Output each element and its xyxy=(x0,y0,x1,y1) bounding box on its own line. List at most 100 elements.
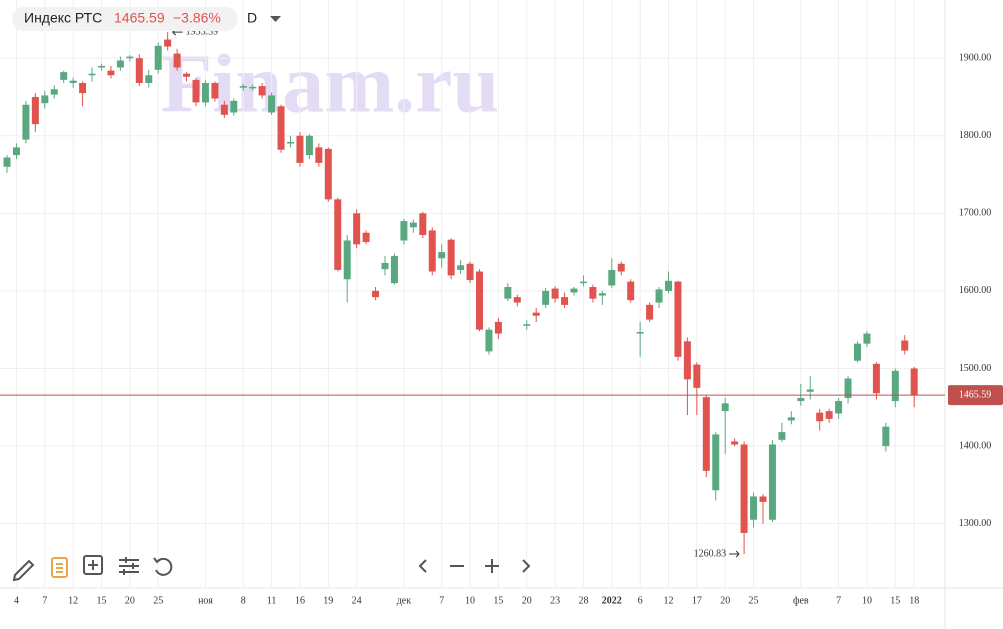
candle-body xyxy=(353,213,361,245)
annotation-label: 1933.59 xyxy=(186,26,219,37)
x-tick-label: 15 xyxy=(890,595,900,606)
candle-body xyxy=(220,104,228,115)
candle-body xyxy=(107,70,115,76)
y-tick-label: 1900.00 xyxy=(959,52,992,63)
candle-body xyxy=(466,263,474,281)
candle-body xyxy=(702,397,710,471)
interval[interactable]: D xyxy=(247,10,257,26)
candle-body xyxy=(665,280,672,291)
candle-body xyxy=(551,288,559,299)
candle-body xyxy=(787,417,795,421)
candle-body xyxy=(561,297,569,305)
candle-body xyxy=(381,262,389,270)
x-tick-label: дек xyxy=(397,595,412,606)
candle-body xyxy=(12,147,20,156)
candle-body xyxy=(579,281,587,284)
candle-body xyxy=(258,86,266,96)
y-tick-label: 1800.00 xyxy=(959,130,992,141)
annotation-label: 1260.83 xyxy=(694,548,727,559)
candle-body xyxy=(31,96,39,125)
price-tag xyxy=(948,385,1003,406)
notes-tool[interactable] xyxy=(51,557,68,578)
candle-body xyxy=(362,232,370,243)
x-tick-label: 28 xyxy=(578,595,588,606)
y-tick-label: 1600.00 xyxy=(959,285,992,296)
candle-body xyxy=(183,73,191,77)
candle-body xyxy=(230,100,238,113)
candle-body xyxy=(79,83,87,94)
change: −3.86% xyxy=(173,10,221,26)
x-tick-label: 7 xyxy=(42,595,47,606)
settings-tool[interactable] xyxy=(119,557,139,575)
instrument-name: Индекс РТС xyxy=(24,10,102,26)
candle-body xyxy=(135,58,143,84)
candle-body xyxy=(268,95,276,113)
candle-body xyxy=(126,56,134,59)
reset-tool[interactable] xyxy=(153,557,173,576)
scroll-right[interactable] xyxy=(522,559,531,573)
candle-body xyxy=(419,213,427,236)
candle-body xyxy=(835,401,843,414)
candle-body xyxy=(438,252,446,259)
y-tick-label: 1400.00 xyxy=(959,440,992,451)
plot: 1933.59 1260.83 xyxy=(0,0,945,588)
candle-body xyxy=(494,321,502,334)
candle-body xyxy=(768,444,776,520)
interval-dropdown[interactable] xyxy=(270,16,281,22)
x-tick-label: 18 xyxy=(909,595,919,606)
candle-body xyxy=(296,135,304,163)
candle-body xyxy=(504,287,512,299)
draw-tool[interactable] xyxy=(12,559,35,582)
x-tick-label: 17 xyxy=(692,595,702,606)
x-tick-label: 12 xyxy=(664,595,674,606)
candle-body xyxy=(98,65,105,68)
candle-body xyxy=(712,434,720,491)
candle-body xyxy=(778,432,786,440)
candle-body xyxy=(844,378,852,398)
candle-body xyxy=(315,147,323,163)
candle-body xyxy=(343,240,351,280)
candle-body xyxy=(674,281,682,357)
candle-body xyxy=(740,444,748,533)
x-tick-label: 20 xyxy=(125,595,135,606)
candle-body xyxy=(750,496,758,520)
candle-body xyxy=(627,281,635,301)
x-tick-label: 4 xyxy=(14,595,19,606)
x-tick-label: 10 xyxy=(465,595,475,606)
candle-body xyxy=(693,364,701,388)
candle-body xyxy=(372,290,380,298)
x-tick-label: 7 xyxy=(836,595,841,606)
candle-body xyxy=(164,39,172,47)
scroll-left[interactable] xyxy=(418,559,427,573)
candle-body xyxy=(872,363,880,394)
x-tick-label: 8 xyxy=(241,595,246,606)
candle-body xyxy=(683,341,691,380)
candle-body xyxy=(759,496,767,502)
candle-body xyxy=(523,324,531,326)
candle-body xyxy=(88,73,96,76)
candle-body xyxy=(825,411,833,419)
candle-body xyxy=(50,89,58,95)
x-tick-label: 2022 xyxy=(602,595,622,606)
candle-body xyxy=(617,263,625,272)
candle-body xyxy=(277,106,285,150)
x-tick-label: 15 xyxy=(97,595,107,606)
candle-body xyxy=(3,157,11,167)
candle-body xyxy=(608,269,616,286)
x-tick-label: 12 xyxy=(68,595,78,606)
candle-body xyxy=(287,141,294,144)
x-tick-label: ноя xyxy=(198,595,213,606)
candle-body xyxy=(173,53,181,68)
add-indicator[interactable] xyxy=(83,555,103,575)
y-tick-label: 1300.00 xyxy=(959,518,992,529)
candle-body xyxy=(646,304,654,320)
x-tick-label: фев xyxy=(793,595,809,606)
add-icon xyxy=(88,560,98,570)
candle-body xyxy=(428,230,436,272)
x-tick-label: 19 xyxy=(323,595,333,606)
candle-body xyxy=(863,333,871,344)
zoom-in[interactable] xyxy=(485,559,499,573)
candle-body xyxy=(731,441,739,445)
x-tick-label: 23 xyxy=(550,595,560,606)
candle-body xyxy=(239,86,247,88)
